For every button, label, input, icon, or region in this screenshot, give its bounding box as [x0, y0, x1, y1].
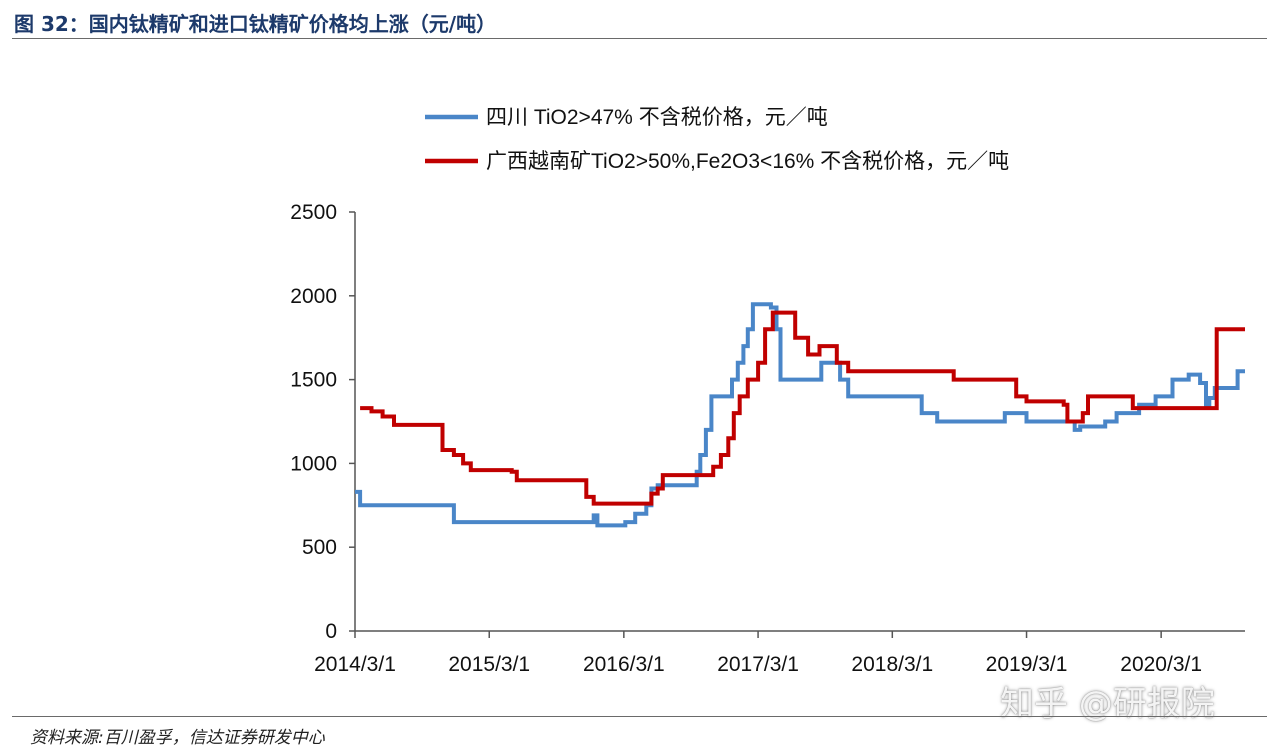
y-tick-label: 0	[325, 620, 337, 643]
x-tick-label: 2019/3/1	[986, 653, 1068, 676]
y-axis-tick-labels: 0 500 1000 1500 2000 2500	[290, 201, 337, 643]
watermark: 知乎 @研报院	[1000, 684, 1215, 724]
x-tick-label: 2020/3/1	[1120, 653, 1202, 676]
legend-label-sichuan: 四川 TiO2>47% 不含税价格，元／吨	[486, 106, 828, 129]
chart-axes	[349, 211, 1245, 638]
series-line-guangxi	[360, 310, 1245, 506]
x-tick-label: 2016/3/1	[583, 653, 665, 676]
figure-title: 图 32：国内钛精矿和进口钛精矿价格均上涨（元/吨）	[14, 12, 497, 36]
x-tick-label: 2018/3/1	[851, 653, 933, 676]
chart-legend: 四川 TiO2>47% 不含税价格，元／吨 广西越南矿TiO2>50%,Fe2O…	[425, 106, 1009, 173]
x-axis-tick-labels: 2014/3/1 2015/3/1 2016/3/1 2017/3/1 2018/3/1…	[314, 653, 1202, 676]
x-tick-label: 2017/3/1	[717, 653, 799, 676]
x-tick-label: 2014/3/1	[314, 653, 396, 676]
series-line-sichuan	[355, 302, 1245, 528]
y-tick-label: 2000	[290, 285, 337, 308]
title-divider	[12, 38, 1267, 39]
x-tick-label: 2015/3/1	[448, 653, 530, 676]
y-tick-label: 1000	[290, 452, 337, 475]
plot-area	[355, 302, 1245, 528]
legend-label-guangxi: 广西越南矿TiO2>50%,Fe2O3<16% 不含税价格，元／吨	[486, 150, 1009, 173]
y-tick-label: 2500	[290, 201, 337, 224]
y-tick-label: 1500	[290, 369, 337, 392]
source-divider	[12, 716, 1267, 717]
y-tick-label: 500	[302, 536, 337, 559]
source-note: 资料来源:百川盈孚，信达证券研发中心	[30, 728, 325, 748]
